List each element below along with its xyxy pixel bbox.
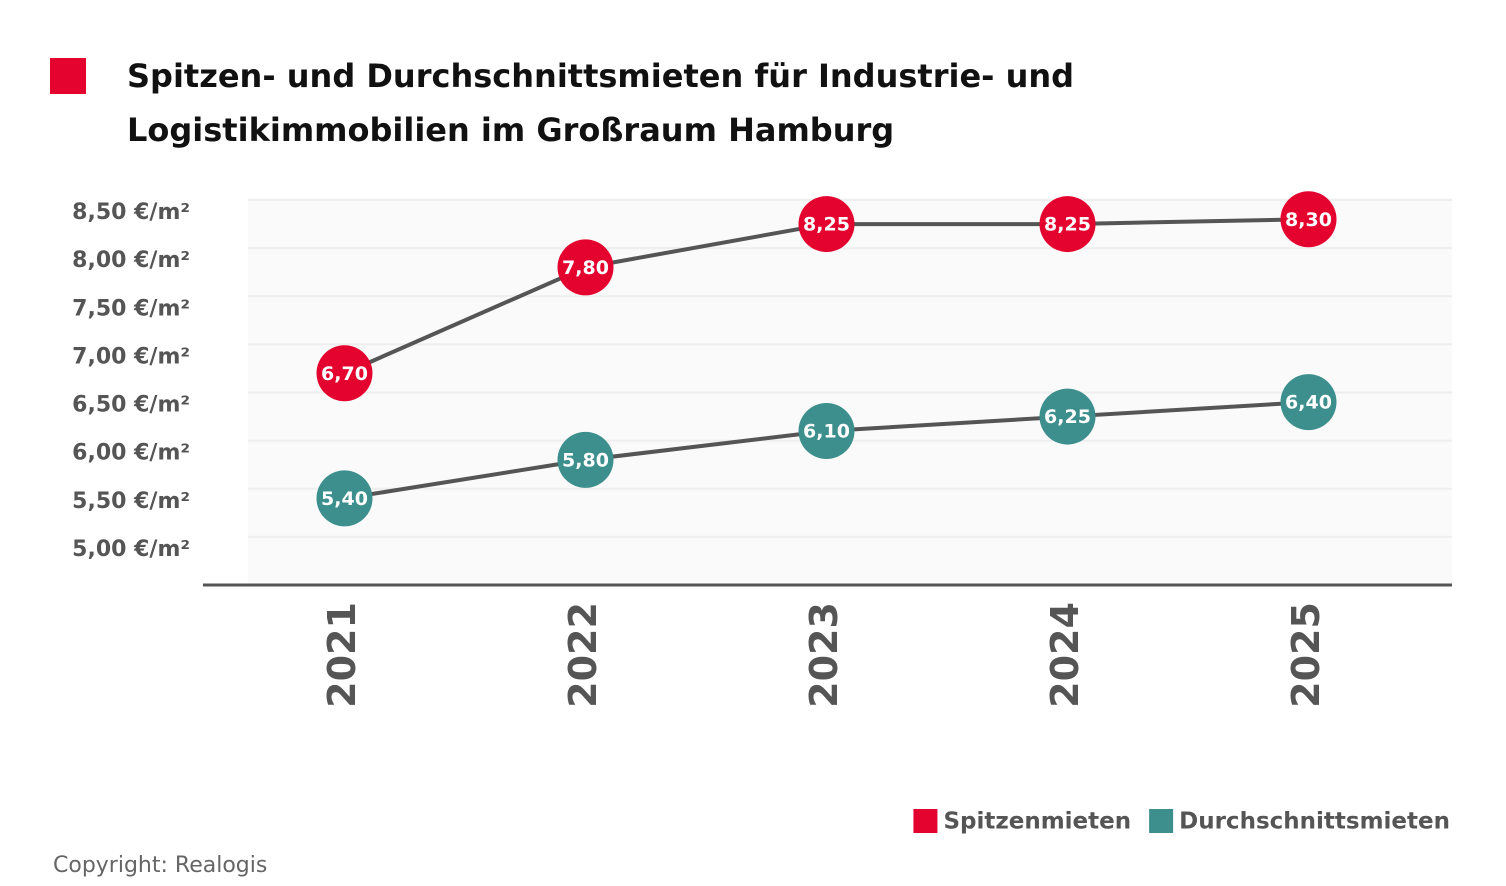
data-point xyxy=(557,431,614,488)
legend-swatch xyxy=(1149,809,1174,833)
data-point xyxy=(1039,196,1096,253)
y-tick-label: 8,50 €/m² xyxy=(72,200,190,225)
data-point xyxy=(1039,388,1096,445)
y-tick-label: 7,00 €/m² xyxy=(72,344,190,369)
data-label: 5,80 xyxy=(562,449,609,471)
data-label: 8,30 xyxy=(1285,209,1332,231)
data-label: 6,10 xyxy=(803,421,850,443)
x-tick-label: 2021 xyxy=(320,602,364,708)
data-point xyxy=(557,239,614,296)
data-point xyxy=(798,196,855,253)
legend-label: Spitzenmieten xyxy=(943,809,1131,835)
chart-title: Spitzen- und Durchschnittsmieten für Ind… xyxy=(127,57,1074,95)
data-label: 6,70 xyxy=(321,363,368,385)
title-marker xyxy=(50,58,86,94)
data-label: 8,25 xyxy=(803,214,850,236)
x-tick-label: 2023 xyxy=(802,602,846,708)
source: Copyright: Realogis xyxy=(53,853,267,878)
data-point xyxy=(798,403,855,459)
data-point xyxy=(1280,191,1337,248)
x-tick-label: 2022 xyxy=(561,602,605,708)
y-tick-label: 7,50 €/m² xyxy=(72,296,190,321)
data-point xyxy=(316,345,373,402)
legend-label: Durchschnittsmieten xyxy=(1179,809,1450,835)
data-label: 6,40 xyxy=(1285,392,1332,414)
y-tick-label: 5,50 €/m² xyxy=(72,489,190,514)
data-label: 5,40 xyxy=(321,488,368,510)
legend-swatch xyxy=(913,809,938,833)
y-tick-label: 5,00 €/m² xyxy=(72,537,190,562)
x-tick-label: 2024 xyxy=(1043,602,1087,708)
y-tick-label: 8,00 €/m² xyxy=(72,248,190,273)
data-label: 7,80 xyxy=(562,257,609,279)
data-point xyxy=(1280,374,1337,431)
data-label: 8,25 xyxy=(1044,214,1091,236)
data-label: 6,25 xyxy=(1044,406,1091,428)
x-tick-label: 2025 xyxy=(1284,602,1328,708)
y-tick-label: 6,50 €/m² xyxy=(72,393,190,418)
y-tick-label: 6,00 €/m² xyxy=(72,441,190,466)
chart-title: Logistikimmobilien im Großraum Hamburg xyxy=(127,111,894,149)
data-point xyxy=(316,470,373,527)
